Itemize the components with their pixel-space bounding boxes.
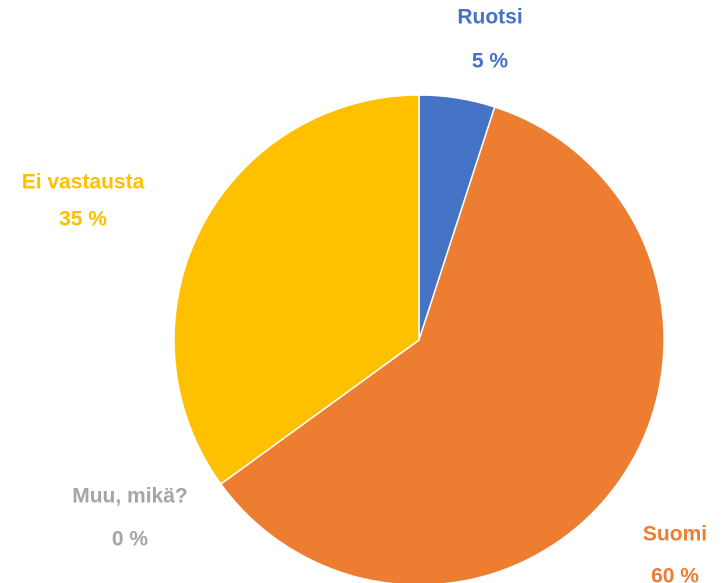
slice-label-value: 0 % — [112, 528, 149, 551]
slice-label-value: 60 % — [651, 565, 699, 583]
slice-label-name: Muu, mikä? — [72, 485, 188, 508]
pie-slice — [173, 94, 420, 486]
pie-slice — [219, 106, 665, 583]
slice-label-value: 35 % — [59, 208, 107, 231]
slice-label-name: Ei vastausta — [22, 171, 145, 194]
slice-label-name: Suomi — [643, 523, 707, 546]
slice-label-value: 5 % — [472, 50, 509, 73]
slice-label-name: Ruotsi — [457, 6, 522, 29]
